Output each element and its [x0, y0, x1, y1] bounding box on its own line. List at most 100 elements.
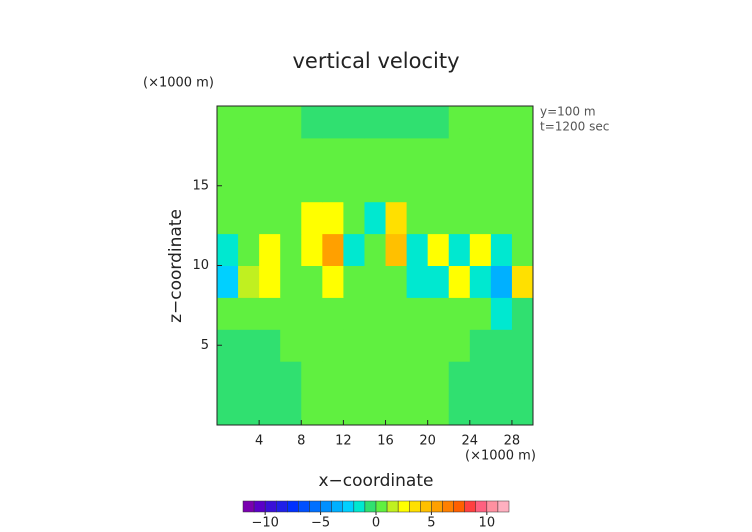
contour-cell	[322, 297, 344, 330]
colorbar-swatch	[264, 500, 277, 513]
contour-cell	[427, 106, 450, 139]
contour-cell	[364, 137, 387, 171]
x-tick-label: 20	[419, 434, 436, 449]
contour-cell	[364, 361, 387, 394]
contour-cell	[511, 297, 534, 330]
contour-cell	[238, 169, 260, 203]
contour-cell	[490, 361, 513, 394]
colorbar-swatch	[353, 500, 366, 513]
contour-cell	[490, 137, 513, 171]
contour-cell	[385, 106, 408, 139]
contour-cell	[427, 329, 450, 362]
contour-cell	[448, 106, 471, 139]
contour-cell	[217, 169, 239, 203]
contour-cell	[511, 106, 534, 139]
contour-cell	[490, 329, 513, 362]
contour-cell	[322, 393, 344, 426]
contour-cell	[280, 329, 302, 362]
contour-cell	[238, 393, 260, 426]
contour-cell	[469, 329, 492, 362]
contour-cell	[238, 329, 260, 362]
contour-cell	[448, 393, 471, 426]
contour-cell	[490, 169, 513, 203]
contour-cell	[511, 329, 534, 362]
contour-cell	[427, 169, 450, 203]
colorbar-swatch	[298, 500, 310, 513]
contour-cell	[364, 233, 387, 266]
contour-cell	[427, 265, 450, 298]
contour-cell	[322, 233, 344, 266]
contour-cell	[217, 329, 239, 362]
contour-cell	[364, 265, 387, 298]
contour-cell	[280, 265, 302, 298]
colorbar-swatch	[331, 500, 343, 513]
colorbar-swatch	[309, 500, 321, 513]
y-tick-label: 5	[201, 338, 209, 353]
contour-cell	[301, 233, 323, 266]
contour-cell	[427, 233, 450, 266]
contour-cell	[448, 297, 471, 330]
contour-cell	[343, 201, 365, 235]
contour-cell	[364, 106, 387, 139]
contour-cell	[385, 201, 408, 235]
contour-cell	[259, 106, 281, 139]
contour-cell	[385, 233, 408, 266]
contour-cell	[343, 233, 365, 266]
contour-cell	[469, 201, 492, 235]
contour-cell	[511, 393, 534, 426]
contour-cell	[490, 393, 513, 426]
contour-cell	[511, 169, 534, 203]
colorbar-swatch	[453, 500, 465, 513]
contour-cell	[343, 106, 365, 139]
contour-cell	[469, 265, 492, 298]
contour-cell	[511, 137, 534, 171]
contour-cell	[322, 329, 344, 362]
colorbar-swatch	[397, 500, 410, 513]
contour-cell	[385, 361, 408, 394]
contour-cell	[217, 265, 239, 298]
colorbar-swatch	[442, 500, 454, 513]
contour-cell	[259, 233, 281, 266]
contour-cell	[511, 265, 534, 298]
contour-cell	[301, 393, 323, 426]
contour-cell	[343, 265, 365, 298]
contour-cell	[490, 297, 513, 330]
contour-cell	[406, 265, 429, 298]
contour-cell	[406, 361, 429, 394]
contour-cell	[322, 265, 344, 298]
contour-cell	[406, 329, 429, 362]
colorbar-swatch	[320, 500, 332, 513]
contour-cell	[259, 137, 281, 171]
contour-cell	[343, 361, 365, 394]
contour-cell	[217, 393, 239, 426]
contour-cell	[301, 201, 323, 235]
contour-cell	[385, 265, 408, 298]
contour-cell	[217, 233, 239, 266]
contour-cell	[238, 297, 260, 330]
contour-cell	[385, 169, 408, 203]
contour-cell	[301, 265, 323, 298]
contour-cell	[364, 329, 387, 362]
colorbar-swatch	[431, 500, 443, 513]
contour-cell	[322, 137, 344, 171]
chart-title: vertical velocity	[292, 49, 459, 73]
contour-cell	[301, 329, 323, 362]
contour-cell	[259, 169, 281, 203]
contour-cell	[301, 137, 323, 171]
contour-cell	[490, 265, 513, 298]
contour-cell	[385, 137, 408, 171]
contour-cell	[490, 233, 513, 266]
contour-cell	[385, 393, 408, 426]
contour-cell	[238, 265, 260, 298]
contour-cell	[301, 106, 323, 139]
colorbar-swatch	[342, 500, 355, 513]
contour-cell	[259, 297, 281, 330]
colorbar-swatch	[420, 500, 432, 513]
colorbar-tick-label: −5	[311, 516, 330, 531]
contour-cell	[238, 106, 260, 139]
colorbar-tick-label: −10	[251, 516, 278, 531]
contour-cell	[364, 201, 387, 235]
contour-cell	[259, 201, 281, 235]
colorbar-swatch	[364, 500, 377, 513]
